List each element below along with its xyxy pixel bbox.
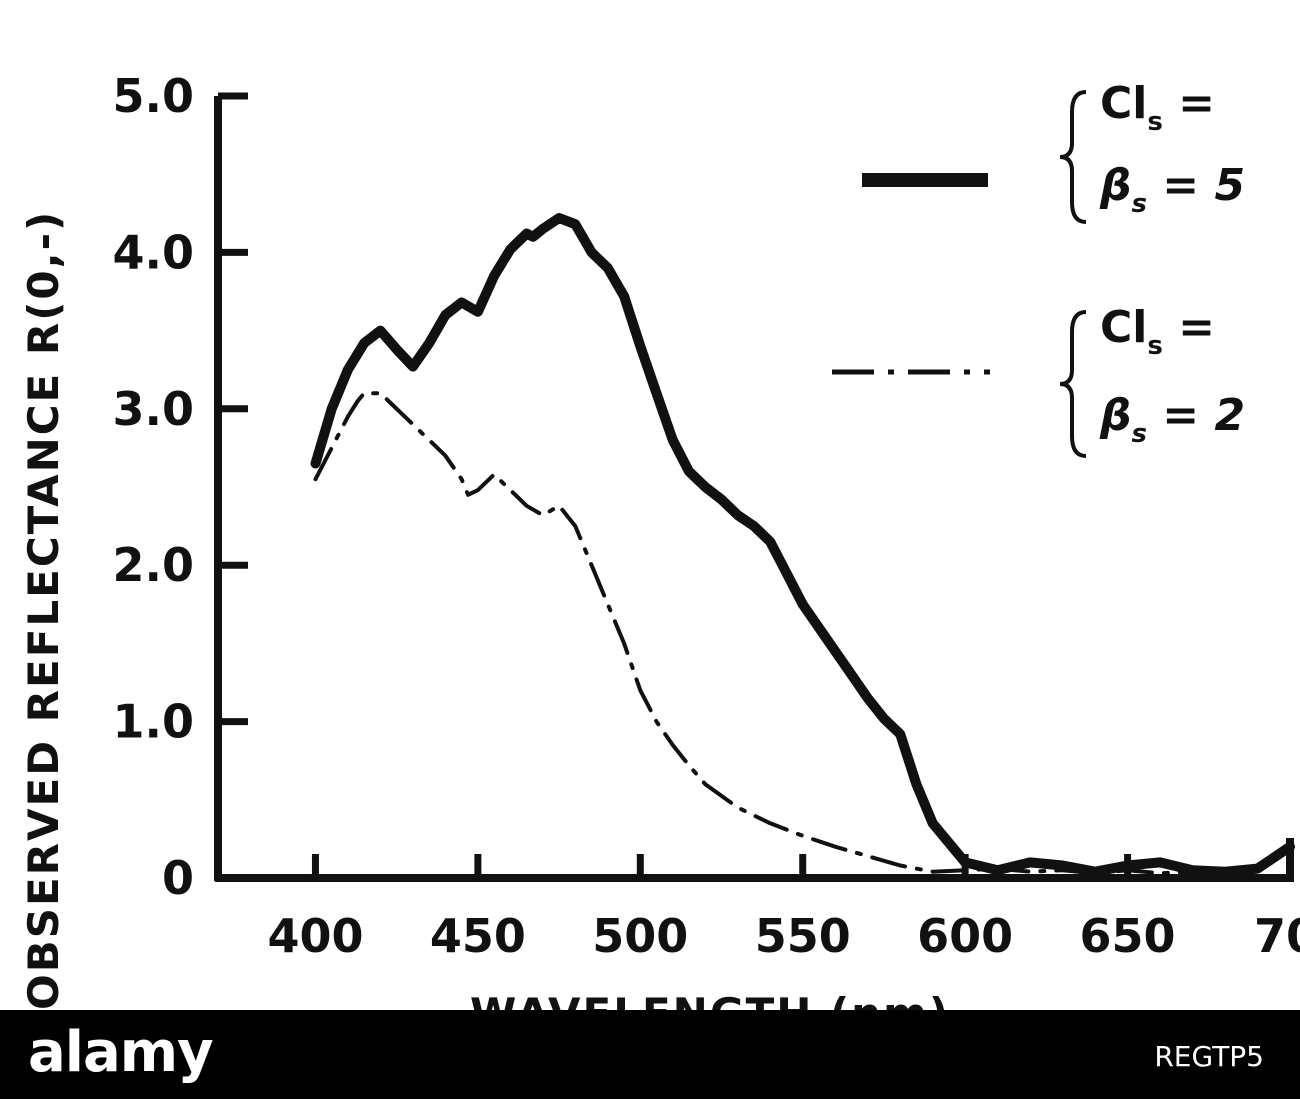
series-solid-line: [310, 213, 1295, 877]
y-tick-label: 2.0: [113, 538, 195, 592]
legend-entry-1-line-2: βs = 5: [1099, 160, 1245, 219]
y-tick-label: 1.0: [113, 695, 195, 749]
series-dash-dot-line: [313, 391, 1292, 876]
x-tick-label: 550: [755, 909, 851, 963]
x-tick-label: 70: [1254, 909, 1300, 963]
y-axis-ticks: 0 1.0 2.0 3.0 4.0 5.0: [113, 69, 248, 905]
y-tick-label: 3.0: [113, 382, 195, 436]
x-tick-label: 600: [917, 909, 1013, 963]
legend-entry-2-line-1: Cls =: [1100, 302, 1215, 361]
legend-brace-1: [1059, 90, 1087, 224]
legend-entry-2-line-2: βs = 2: [1099, 390, 1245, 449]
x-axis-label: WAVELENGTH (nm): [470, 989, 950, 1010]
legend: Cls = βs = 5 Cls = βs = 2: [832, 78, 1245, 458]
legend-brace-2: [1059, 310, 1087, 458]
series-layer: [310, 213, 1295, 877]
x-tick-label: 500: [592, 909, 688, 963]
image-code: REGTP5: [1154, 1040, 1264, 1073]
y-tick-label: 0: [162, 851, 194, 905]
reflectance-chart: 0 1.0 2.0 3.0 4.0 5.0 400 450 500 550 600 650 70 Cl…: [19, 69, 1300, 1010]
chart-area: 0 1.0 2.0 3.0 4.0 5.0 400 450 500 550 600 650 70 Cl…: [19, 69, 1300, 1010]
watermark-bar: alamy REGTP5: [0, 1010, 1300, 1099]
x-tick-label: 400: [267, 909, 363, 963]
legend-entry-1-line-1: Cls =: [1100, 78, 1215, 137]
y-axis-label: OBSERVED REFLECTANCE R(0,-): [19, 210, 68, 1010]
y-tick-label: 4.0: [113, 225, 195, 279]
alamy-logo: alamy: [28, 1020, 214, 1085]
axes: [214, 96, 1294, 882]
x-axis-ticks: 400 450 500 550 600 650 70: [267, 854, 1300, 963]
x-tick-label: 450: [430, 909, 526, 963]
x-tick-label: 650: [1080, 909, 1176, 963]
y-tick-label: 5.0: [113, 69, 195, 123]
